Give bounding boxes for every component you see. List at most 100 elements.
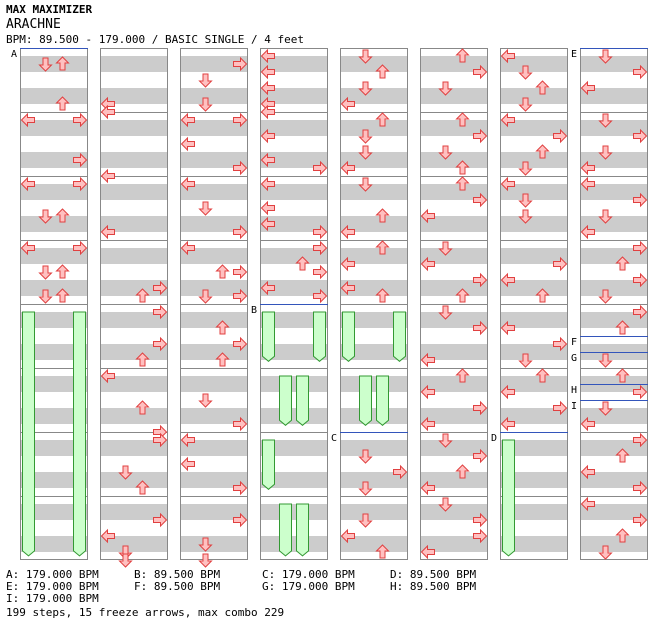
- beat-stripe: [340, 376, 408, 392]
- beat-stripe: [180, 344, 248, 360]
- left-arrow-icon: [580, 416, 595, 432]
- down-arrow-icon: [358, 513, 373, 528]
- beat-stripe: [340, 56, 408, 72]
- beat-stripe: [20, 248, 88, 264]
- up-arrow-icon: [455, 176, 470, 191]
- right-arrow-icon: [633, 128, 648, 144]
- beat-stripe: [100, 56, 168, 72]
- left-arrow-icon: [260, 80, 275, 96]
- right-arrow-icon: [473, 400, 488, 416]
- bpm-legend-entry: G: 179.000 BPM: [262, 580, 355, 593]
- beat-stripe: [580, 280, 648, 296]
- column-border: [500, 48, 568, 560]
- left-arrow-icon: [580, 224, 595, 240]
- up-arrow-icon: [215, 320, 230, 335]
- right-arrow-icon: [633, 240, 648, 256]
- beat-stripe: [420, 88, 488, 104]
- right-arrow-icon: [73, 152, 88, 168]
- beat-stripe: [580, 312, 648, 328]
- down-arrow-icon: [598, 113, 613, 128]
- beat-stripe: [500, 184, 568, 200]
- bpm-legend-entry: D: 89.500 BPM: [390, 568, 477, 581]
- beat-stripe: [500, 344, 568, 360]
- beat-stripe: [180, 88, 248, 104]
- beat-stripe: [500, 216, 568, 232]
- freeze-arrow: [502, 439, 515, 557]
- left-arrow-icon: [260, 64, 275, 80]
- bpm-marker-label: E: [571, 49, 577, 60]
- beat-stripe: [500, 504, 568, 520]
- beat-stripe: [20, 536, 88, 552]
- beat-stripe: [180, 152, 248, 168]
- bpm-legend-entry: H: 89.500 BPM: [390, 580, 477, 593]
- up-arrow-icon: [615, 448, 630, 463]
- beat-stripe: [420, 248, 488, 264]
- song-title: ARACHNE: [6, 17, 61, 32]
- beat-stripe: [340, 440, 408, 456]
- right-arrow-icon: [153, 336, 168, 352]
- beat-stripe: [20, 408, 88, 424]
- right-arrow-icon: [633, 192, 648, 208]
- beat-stripe: [340, 88, 408, 104]
- beat-stripe: [20, 312, 88, 328]
- beat-stripe: [20, 152, 88, 168]
- right-arrow-icon: [553, 400, 568, 416]
- left-arrow-icon: [180, 136, 195, 152]
- beat-stripe: [580, 248, 648, 264]
- beat-stripe: [260, 248, 328, 264]
- beat-stripe: [420, 536, 488, 552]
- beat-stripe: [500, 56, 568, 72]
- beat-stripe: [100, 216, 168, 232]
- right-arrow-icon: [313, 288, 328, 304]
- beat-stripe: [180, 440, 248, 456]
- right-arrow-icon: [473, 448, 488, 464]
- beat-stripe: [20, 56, 88, 72]
- bpm-marker-label: A: [11, 49, 17, 60]
- up-arrow-icon: [375, 208, 390, 223]
- up-arrow-icon: [455, 112, 470, 127]
- beat-stripe: [580, 472, 648, 488]
- column-border: [340, 48, 408, 560]
- right-arrow-icon: [553, 128, 568, 144]
- right-arrow-icon: [153, 512, 168, 528]
- beat-stripe: [20, 376, 88, 392]
- down-arrow-icon: [518, 161, 533, 176]
- beat-stripe: [20, 440, 88, 456]
- down-arrow-icon: [438, 241, 453, 256]
- beat-stripe: [340, 280, 408, 296]
- up-arrow-icon: [375, 112, 390, 127]
- left-arrow-icon: [260, 216, 275, 232]
- beat-stripe: [340, 216, 408, 232]
- game-title: MAX MAXIMIZER: [6, 3, 93, 16]
- beat-stripe: [100, 248, 168, 264]
- beat-stripe: [100, 344, 168, 360]
- beat-stripe: [260, 88, 328, 104]
- down-arrow-icon: [598, 401, 613, 416]
- down-arrow-icon: [598, 289, 613, 304]
- down-arrow-icon: [198, 289, 213, 304]
- left-arrow-icon: [260, 152, 275, 168]
- beat-stripe: [180, 248, 248, 264]
- down-arrow-icon: [438, 145, 453, 160]
- left-arrow-icon: [100, 104, 115, 120]
- freeze-arrow: [296, 375, 309, 426]
- freeze-arrow: [359, 375, 372, 426]
- down-arrow-icon: [598, 209, 613, 224]
- beat-stripe: [580, 440, 648, 456]
- right-arrow-icon: [473, 64, 488, 80]
- beat-stripe: [180, 120, 248, 136]
- freeze-arrow: [262, 311, 275, 362]
- up-arrow-icon: [615, 256, 630, 271]
- beat-stripe: [580, 216, 648, 232]
- up-arrow-icon: [375, 240, 390, 255]
- freeze-arrow: [262, 439, 275, 490]
- down-arrow-icon: [358, 145, 373, 160]
- down-arrow-icon: [598, 145, 613, 160]
- beat-stripe: [260, 216, 328, 232]
- beat-stripe: [580, 504, 648, 520]
- right-arrow-icon: [313, 224, 328, 240]
- right-arrow-icon: [73, 112, 88, 128]
- down-arrow-icon: [198, 73, 213, 88]
- beat-stripe: [580, 88, 648, 104]
- down-arrow-icon: [118, 553, 133, 568]
